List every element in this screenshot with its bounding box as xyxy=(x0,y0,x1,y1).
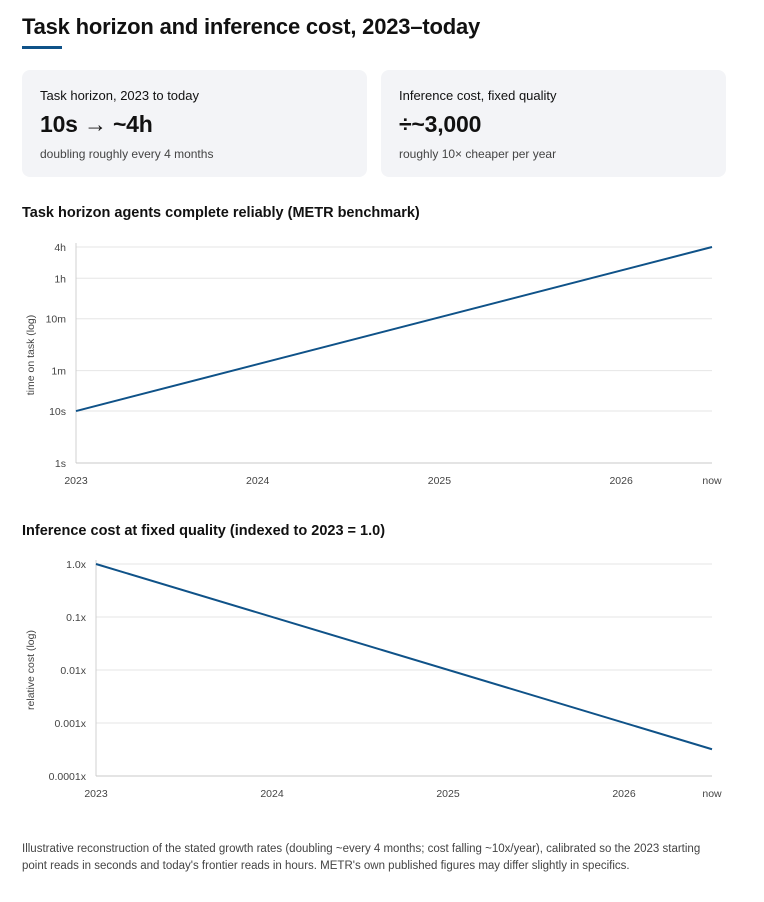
y-tick-label: 10m xyxy=(46,314,67,326)
x-tick-label: 2025 xyxy=(436,788,460,800)
y-tick-label: 0.0001x xyxy=(49,771,87,783)
x-tick-label: 2026 xyxy=(609,475,633,487)
card-subtext: doubling roughly every 4 months xyxy=(40,147,214,161)
y-tick-label: 1.0x xyxy=(66,559,87,571)
card-subtext: roughly 10× cheaper per year xyxy=(399,147,557,161)
y-tick-label: 4h xyxy=(54,242,66,254)
inference-cost-chart-title: Inference cost at fixed quality (indexed… xyxy=(22,523,386,539)
y-tick-label: 0.01x xyxy=(60,665,86,677)
y-tick-label: 1s xyxy=(55,458,66,470)
series-line xyxy=(75,246,713,413)
y-tick-label: 0.001x xyxy=(54,718,86,730)
series-line xyxy=(95,563,713,751)
card-value: 10s → ~4h xyxy=(40,111,153,137)
y-tick-label: 1h xyxy=(54,273,66,285)
card-label: Inference cost, fixed quality xyxy=(399,88,557,103)
y-tick-label: 1m xyxy=(51,366,66,378)
task-horizon-chart-title: Task horizon agents complete reliably (M… xyxy=(22,205,420,221)
card-label: Task horizon, 2023 to today xyxy=(40,88,199,103)
x-tick-label: now xyxy=(702,788,722,800)
y-tick-label: 10s xyxy=(49,406,66,418)
footnote: Illustrative reconstruction of the state… xyxy=(22,843,701,872)
x-tick-label: 2024 xyxy=(260,788,284,800)
y-axis-label: relative cost (log) xyxy=(25,630,37,710)
x-tick-label: now xyxy=(702,475,722,487)
x-tick-label: 2025 xyxy=(428,475,452,487)
inference-cost-chart: 0.0001x 0.001x 0.01x 0.1x 1.0x 2023 2024 2025 20… xyxy=(25,559,722,800)
y-axis-label: time on task (log) xyxy=(25,315,37,396)
x-tick-label: 2024 xyxy=(246,475,270,487)
card-value: ÷~3,000 xyxy=(399,111,482,137)
title-underline xyxy=(22,46,62,49)
task-horizon-chart: 1s 10s 1m 10m 1h 4h 2023 2024 2025 2026 now time on… xyxy=(25,242,722,487)
x-tick-label: 2023 xyxy=(84,788,108,800)
y-tick-label: 0.1x xyxy=(66,612,87,624)
inference-cost-card: Inference cost, fixed quality ÷~3,000 ro… xyxy=(381,70,726,177)
x-tick-label: 2026 xyxy=(612,788,636,800)
x-tick-label: 2023 xyxy=(64,475,88,487)
task-horizon-card: Task horizon, 2023 to today 10s → ~4h do… xyxy=(22,70,367,177)
page-title: Task horizon and inference cost, 2023–to… xyxy=(22,14,481,39)
